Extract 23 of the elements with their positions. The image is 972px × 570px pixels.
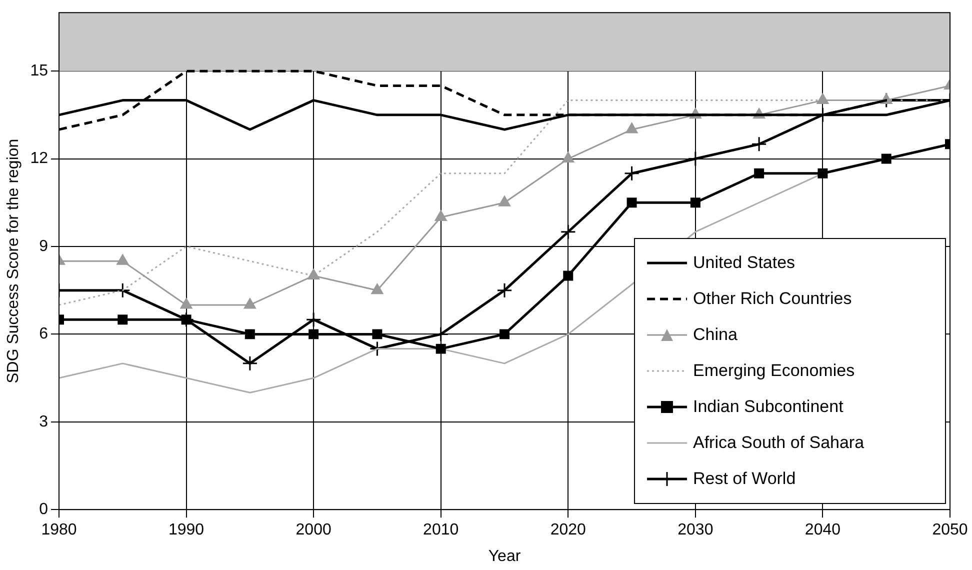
x-tick-label: 2050 [932,522,968,539]
x-tick-label: 2010 [423,522,459,539]
x-axis-title: Year [488,548,522,565]
y-tick-label: 3 [39,413,48,430]
y-tick-label: 0 [39,501,48,518]
y-tick-label: 6 [39,326,48,343]
x-tick-label: 2040 [804,522,841,539]
legend-label: Emerging Economies [693,360,855,381]
legend-label: Indian Subcontinent [693,396,844,417]
x-tick-label: 2020 [550,522,586,539]
x-tick-label: 1990 [168,522,204,539]
x-tick-label: 1980 [41,522,77,539]
legend-label: Other Rich Countries [693,288,852,309]
legend-label: United States [693,252,796,273]
y-axis-title: SDG Success Score for the region [5,138,22,384]
y-tick-label: 12 [30,150,48,168]
y-tick-label: 9 [39,238,48,255]
x-tick-label: 2000 [296,522,332,539]
x-tick-label: 2030 [678,522,714,539]
legend-label: Rest of World [693,468,796,489]
legend-label: China [693,324,738,345]
y-tick-label: 15 [30,62,48,80]
legend-label: Africa South of Sahara [693,432,864,453]
